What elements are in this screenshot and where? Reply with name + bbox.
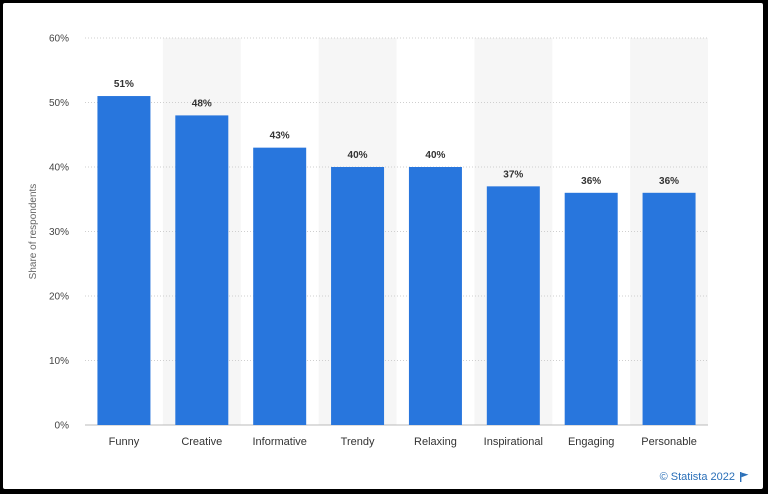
x-tick-label: Relaxing xyxy=(414,436,457,448)
bar[interactable] xyxy=(642,192,696,425)
y-tick-label: 40% xyxy=(49,163,69,174)
credit-text[interactable]: © Statista 2022 xyxy=(659,471,735,483)
bar-value-label: 36% xyxy=(581,176,601,187)
bar-value-label: 40% xyxy=(348,150,368,161)
bar-value-label: 40% xyxy=(425,150,445,161)
bar[interactable] xyxy=(331,167,385,425)
flag-icon xyxy=(740,472,749,482)
bar[interactable] xyxy=(175,115,229,426)
y-tick-label: 60% xyxy=(49,34,69,45)
y-tick-label: 50% xyxy=(49,98,69,109)
statista-credit[interactable]: © Statista 2022 xyxy=(660,471,749,483)
bar-value-label: 48% xyxy=(192,98,212,109)
chart-frame: 0% 10% 20% 30% 40% 50% 60% Share of respondents… xyxy=(3,3,763,489)
bar-value-label: 51% xyxy=(114,79,134,90)
bar-value-label: 43% xyxy=(270,131,290,142)
x-tick-label: Funny xyxy=(109,436,140,448)
bar[interactable] xyxy=(97,96,151,426)
y-tick-label: 0% xyxy=(55,421,70,432)
x-tick-label: Personable xyxy=(641,436,697,448)
y-tick-label: 10% xyxy=(49,356,69,367)
y-axis-title: Share of respondents xyxy=(28,184,39,280)
x-tick-label: Creative xyxy=(181,436,222,448)
bar[interactable] xyxy=(486,186,540,425)
bar-chart: 0% 10% 20% 30% 40% 50% 60% Share of respondents… xyxy=(28,34,708,448)
y-tick-label: 30% xyxy=(49,227,69,238)
bar[interactable] xyxy=(408,167,462,425)
bar-value-label: 37% xyxy=(503,169,523,180)
x-tick-label: Inspirational xyxy=(484,436,543,448)
bar[interactable] xyxy=(253,147,307,425)
bar[interactable] xyxy=(564,192,618,425)
y-tick-label: 20% xyxy=(49,292,69,303)
x-tick-label: Trendy xyxy=(341,436,375,448)
bar-value-label: 36% xyxy=(659,176,679,187)
x-tick-label: Engaging xyxy=(568,436,615,448)
x-tick-label: Informative xyxy=(252,436,306,448)
